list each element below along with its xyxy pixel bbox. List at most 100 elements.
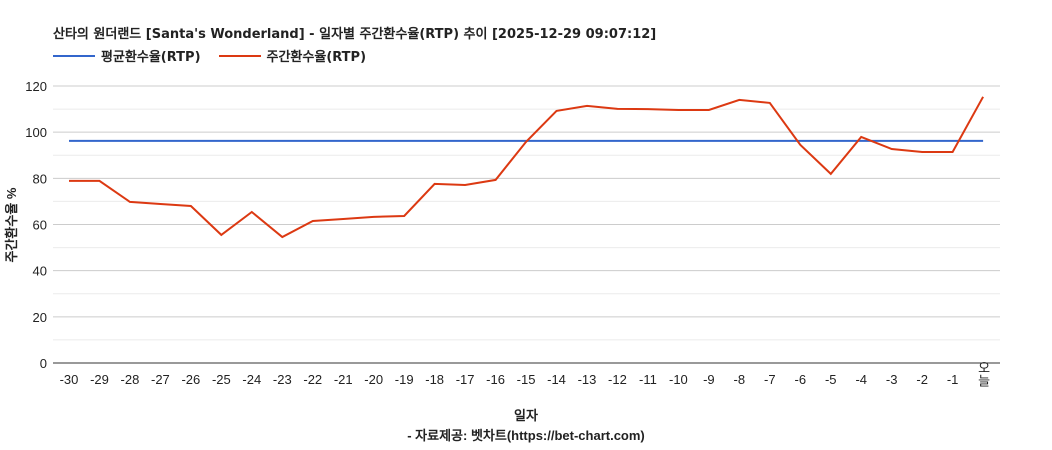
weekly-rtp-point[interactable] — [858, 134, 864, 140]
average-rtp-point[interactable] — [401, 138, 407, 144]
weekly-rtp-point[interactable] — [828, 171, 834, 177]
average-rtp-point[interactable] — [432, 138, 438, 144]
weekly-rtp-point[interactable] — [950, 149, 956, 155]
average-rtp-point[interactable] — [828, 138, 834, 144]
average-rtp-point[interactable] — [645, 138, 651, 144]
x-tick-label: -12 — [608, 372, 627, 387]
average-rtp-point[interactable] — [493, 138, 499, 144]
y-tick-label: 20 — [33, 310, 47, 325]
weekly-rtp-point[interactable] — [554, 108, 560, 114]
y-axis-label: 주간환수율 % — [4, 187, 19, 262]
average-rtp-point[interactable] — [127, 138, 133, 144]
y-tick-label: 60 — [33, 218, 47, 233]
legend-label-weekly: 주간환수율(RTP) — [266, 50, 367, 65]
weekly-rtp-point[interactable] — [889, 146, 895, 152]
average-rtp-point[interactable] — [736, 138, 742, 144]
x-tick-label: -28 — [121, 372, 140, 387]
weekly-rtp-point[interactable] — [462, 182, 468, 188]
x-tick-label: -19 — [395, 372, 414, 387]
weekly-rtp-point[interactable] — [919, 149, 925, 155]
legend-item-average[interactable]: 평균환수율(RTP) — [53, 46, 201, 65]
average-rtp-point[interactable] — [950, 138, 956, 144]
x-tick-label: -20 — [364, 372, 383, 387]
x-tick-label: -13 — [578, 372, 597, 387]
weekly-rtp-line — [69, 96, 984, 239]
weekly-rtp-point[interactable] — [706, 107, 712, 113]
weekly-rtp-point[interactable] — [432, 181, 438, 187]
weekly-rtp-point[interactable] — [157, 201, 163, 207]
weekly-rtp-point[interactable] — [523, 139, 529, 145]
x-tick-label: -22 — [303, 372, 322, 387]
x-tick-label: -9 — [703, 372, 715, 387]
legend: 평균환수율(RTP) 주간환수율(RTP) — [53, 46, 366, 65]
weekly-rtp-point[interactable] — [675, 107, 681, 113]
x-tick-label: -8 — [734, 372, 746, 387]
x-tick-label: -30 — [60, 372, 79, 387]
average-rtp-point[interactable] — [279, 138, 285, 144]
weekly-rtp-point[interactable] — [188, 203, 194, 209]
x-tick-label: -15 — [517, 372, 536, 387]
x-tick-label: -21 — [334, 372, 353, 387]
x-tick-label: -14 — [547, 372, 566, 387]
legend-label-average: 평균환수율(RTP) — [101, 50, 201, 65]
average-rtp-point[interactable] — [249, 138, 255, 144]
x-tick-label: -6 — [794, 372, 806, 387]
weekly-rtp-point[interactable] — [279, 234, 285, 240]
weekly-rtp-point[interactable] — [66, 178, 72, 184]
weekly-rtp-point[interactable] — [249, 209, 255, 215]
y-tick-label: 100 — [25, 125, 47, 140]
average-rtp-point[interactable] — [66, 138, 72, 144]
weekly-rtp-point[interactable] — [767, 100, 773, 106]
average-rtp-point[interactable] — [584, 138, 590, 144]
x-tick-label: -3 — [886, 372, 898, 387]
average-rtp-point[interactable] — [218, 138, 224, 144]
average-rtp-point[interactable] — [706, 138, 712, 144]
average-rtp-point[interactable] — [188, 138, 194, 144]
source-text: - 자료제공: 벳차트(https://bet-chart.com) — [407, 428, 645, 443]
x-tick-label: -10 — [669, 372, 688, 387]
weekly-rtp-point[interactable] — [797, 142, 803, 148]
weekly-rtp-point[interactable] — [127, 199, 133, 205]
y-tick-label: 120 — [25, 79, 47, 94]
weekly-rtp-point[interactable] — [340, 216, 346, 222]
average-rtp-point[interactable] — [340, 138, 346, 144]
chart-title: 산타의 원더랜드 [Santa's Wonderland] - 일자별 주간환수… — [53, 27, 657, 42]
x-tick-label: -24 — [242, 372, 261, 387]
weekly-rtp-point[interactable] — [493, 177, 499, 183]
average-rtp-point[interactable] — [889, 138, 895, 144]
average-rtp-point[interactable] — [371, 138, 377, 144]
average-rtp-point[interactable] — [310, 138, 316, 144]
average-rtp-point[interactable] — [980, 138, 986, 144]
x-tick-label: -11 — [639, 372, 657, 387]
weekly-rtp-point[interactable] — [614, 106, 620, 112]
x-tick-label: 오늘 — [976, 361, 991, 387]
weekly-rtp-point[interactable] — [371, 214, 377, 220]
average-rtp-point[interactable] — [675, 138, 681, 144]
weekly-rtp-point[interactable] — [736, 97, 742, 103]
x-tick-label: -18 — [425, 372, 444, 387]
weekly-rtp-point[interactable] — [401, 213, 407, 219]
weekly-rtp-point[interactable] — [310, 218, 316, 224]
average-rtp-point[interactable] — [554, 138, 560, 144]
weekly-rtp-point[interactable] — [218, 232, 224, 238]
weekly-rtp-point[interactable] — [645, 106, 651, 112]
x-axis-label: 일자 — [514, 408, 538, 423]
average-rtp-point[interactable] — [614, 138, 620, 144]
average-rtp-point[interactable] — [767, 138, 773, 144]
x-tick-label: -5 — [825, 372, 837, 387]
y-tick-label: 40 — [33, 264, 47, 279]
average-rtp-point[interactable] — [96, 138, 102, 144]
average-rtp-point[interactable] — [157, 138, 163, 144]
average-rtp-point[interactable] — [462, 138, 468, 144]
weekly-rtp-point[interactable] — [980, 94, 986, 100]
weekly-rtp-point[interactable] — [96, 178, 102, 184]
x-tick-label: -25 — [212, 372, 231, 387]
legend-item-weekly[interactable]: 주간환수율(RTP) — [218, 46, 367, 65]
x-tick-label: -17 — [456, 372, 475, 387]
weekly-rtp-point[interactable] — [584, 103, 590, 109]
average-rtp-point[interactable] — [919, 138, 925, 144]
x-tick-label: -26 — [181, 372, 200, 387]
x-tick-label: -16 — [486, 372, 505, 387]
